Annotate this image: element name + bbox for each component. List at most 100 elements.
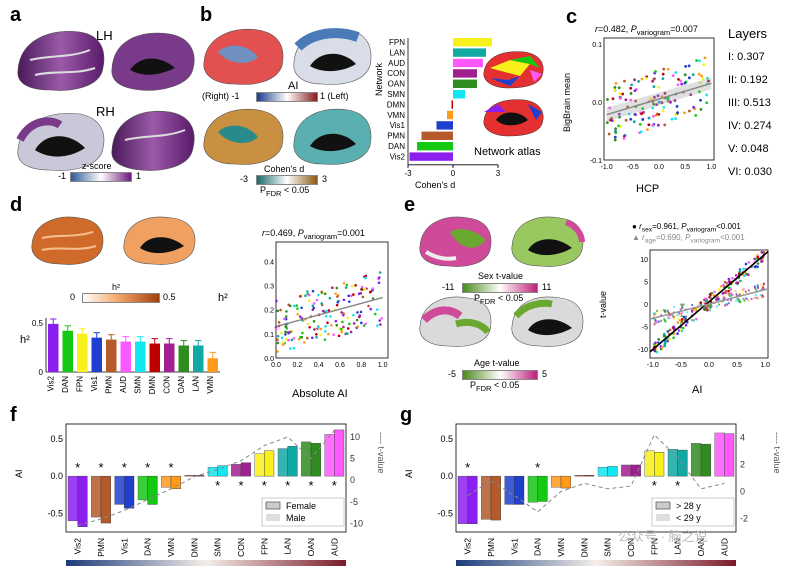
d-ylabel: h²	[218, 292, 228, 304]
data-point	[368, 290, 372, 294]
data-point	[331, 286, 334, 290]
data-point-age	[667, 315, 670, 318]
data-point-sex	[712, 293, 716, 297]
data-point	[284, 333, 287, 336]
y-tick-label: -5	[642, 325, 648, 332]
data-point	[276, 334, 280, 338]
sex-pfdr: PFDR < 0.05	[474, 293, 524, 306]
data-point	[627, 112, 631, 116]
data-point-age	[705, 299, 708, 302]
data-point-sex	[713, 290, 716, 294]
significance-star: *	[652, 478, 657, 493]
data-point	[669, 100, 672, 104]
x-tick-label: OAN	[696, 538, 706, 556]
data-point-age	[738, 293, 741, 296]
data-point	[634, 113, 637, 116]
data-point	[656, 123, 660, 127]
data-point-age	[676, 317, 679, 320]
data-point	[352, 313, 355, 317]
bar-DMN-1	[584, 475, 595, 477]
sex-colorbar-min: -11	[442, 282, 455, 292]
data-point	[673, 99, 677, 102]
age-colorbar-title: Age t-value	[474, 358, 520, 368]
x-tick-label: PMN	[96, 538, 106, 557]
data-point-age	[754, 293, 757, 297]
data-point-sex	[729, 288, 733, 291]
data-point	[629, 92, 633, 95]
significance-star: *	[262, 478, 267, 493]
data-point	[323, 292, 327, 296]
data-point	[300, 306, 303, 310]
data-point	[336, 300, 340, 304]
data-point	[663, 91, 667, 95]
data-point	[683, 111, 686, 115]
fit-line	[275, 296, 383, 328]
ai-gradient-strip	[456, 560, 736, 566]
data-point	[313, 328, 316, 331]
data-point-age	[728, 295, 732, 298]
data-point	[651, 123, 655, 127]
data-point	[297, 337, 301, 341]
y-tick-label: 0.5	[32, 319, 44, 328]
data-point	[326, 321, 329, 325]
y-tick-label: 0.0	[50, 471, 63, 481]
data-point	[613, 135, 617, 139]
legend-swatch	[265, 501, 281, 510]
data-point	[618, 92, 622, 96]
panel-g-letter: g	[400, 404, 413, 426]
g-ylabel-right: ---- t-value	[772, 432, 782, 474]
x-tick-label: -0.5	[627, 164, 639, 171]
bar-FPN-1	[654, 452, 665, 477]
x-tick-label: LAN	[673, 538, 683, 555]
data-point-sex	[722, 291, 725, 295]
age-colorbar	[462, 370, 538, 380]
x-tick-label: Vis1	[90, 375, 99, 391]
bar-Vis2-1	[77, 475, 88, 527]
data-point	[614, 127, 618, 131]
data-point	[290, 338, 294, 342]
data-point-sex	[762, 250, 766, 254]
data-point	[282, 341, 285, 344]
data-point	[613, 138, 617, 142]
data-point	[380, 317, 384, 320]
data-point	[377, 276, 381, 279]
data-point-age	[756, 283, 759, 287]
data-point	[360, 321, 363, 325]
bar-label-PMN: PMN	[387, 132, 405, 141]
data-point	[337, 334, 341, 338]
data-point-sex	[727, 289, 730, 293]
bar-FPN-0	[644, 450, 655, 477]
fit-line	[606, 82, 712, 116]
data-point	[306, 322, 310, 326]
data-point-age	[664, 311, 667, 314]
data-point	[680, 82, 684, 86]
x-tick-label: CON	[162, 376, 171, 394]
data-point	[279, 308, 282, 312]
data-point	[621, 92, 625, 96]
data-point	[328, 296, 332, 300]
x-tick-label: 1.0	[760, 362, 770, 369]
x-tick-label: 3	[496, 169, 501, 178]
data-point	[348, 322, 351, 326]
bar-Vis2	[48, 323, 59, 372]
x-tick-label: 1.0	[707, 164, 717, 171]
data-point	[308, 325, 311, 329]
data-point	[371, 297, 375, 300]
data-point-sex	[717, 288, 721, 291]
data-point-age	[717, 303, 721, 306]
x-tick-label: Vis2	[463, 538, 473, 555]
data-point	[614, 81, 618, 85]
data-point	[324, 314, 328, 318]
data-point	[277, 321, 281, 324]
data-point	[608, 106, 612, 110]
significance-star: *	[675, 478, 680, 493]
data-point-age	[672, 316, 675, 319]
data-point	[296, 312, 300, 316]
data-point	[346, 332, 349, 335]
cohen-colorbar-max: 3	[322, 174, 328, 184]
data-point-sex	[654, 341, 657, 345]
data-point	[700, 74, 703, 78]
data-point	[675, 104, 679, 108]
data-point	[287, 331, 291, 335]
data-point	[311, 304, 315, 308]
